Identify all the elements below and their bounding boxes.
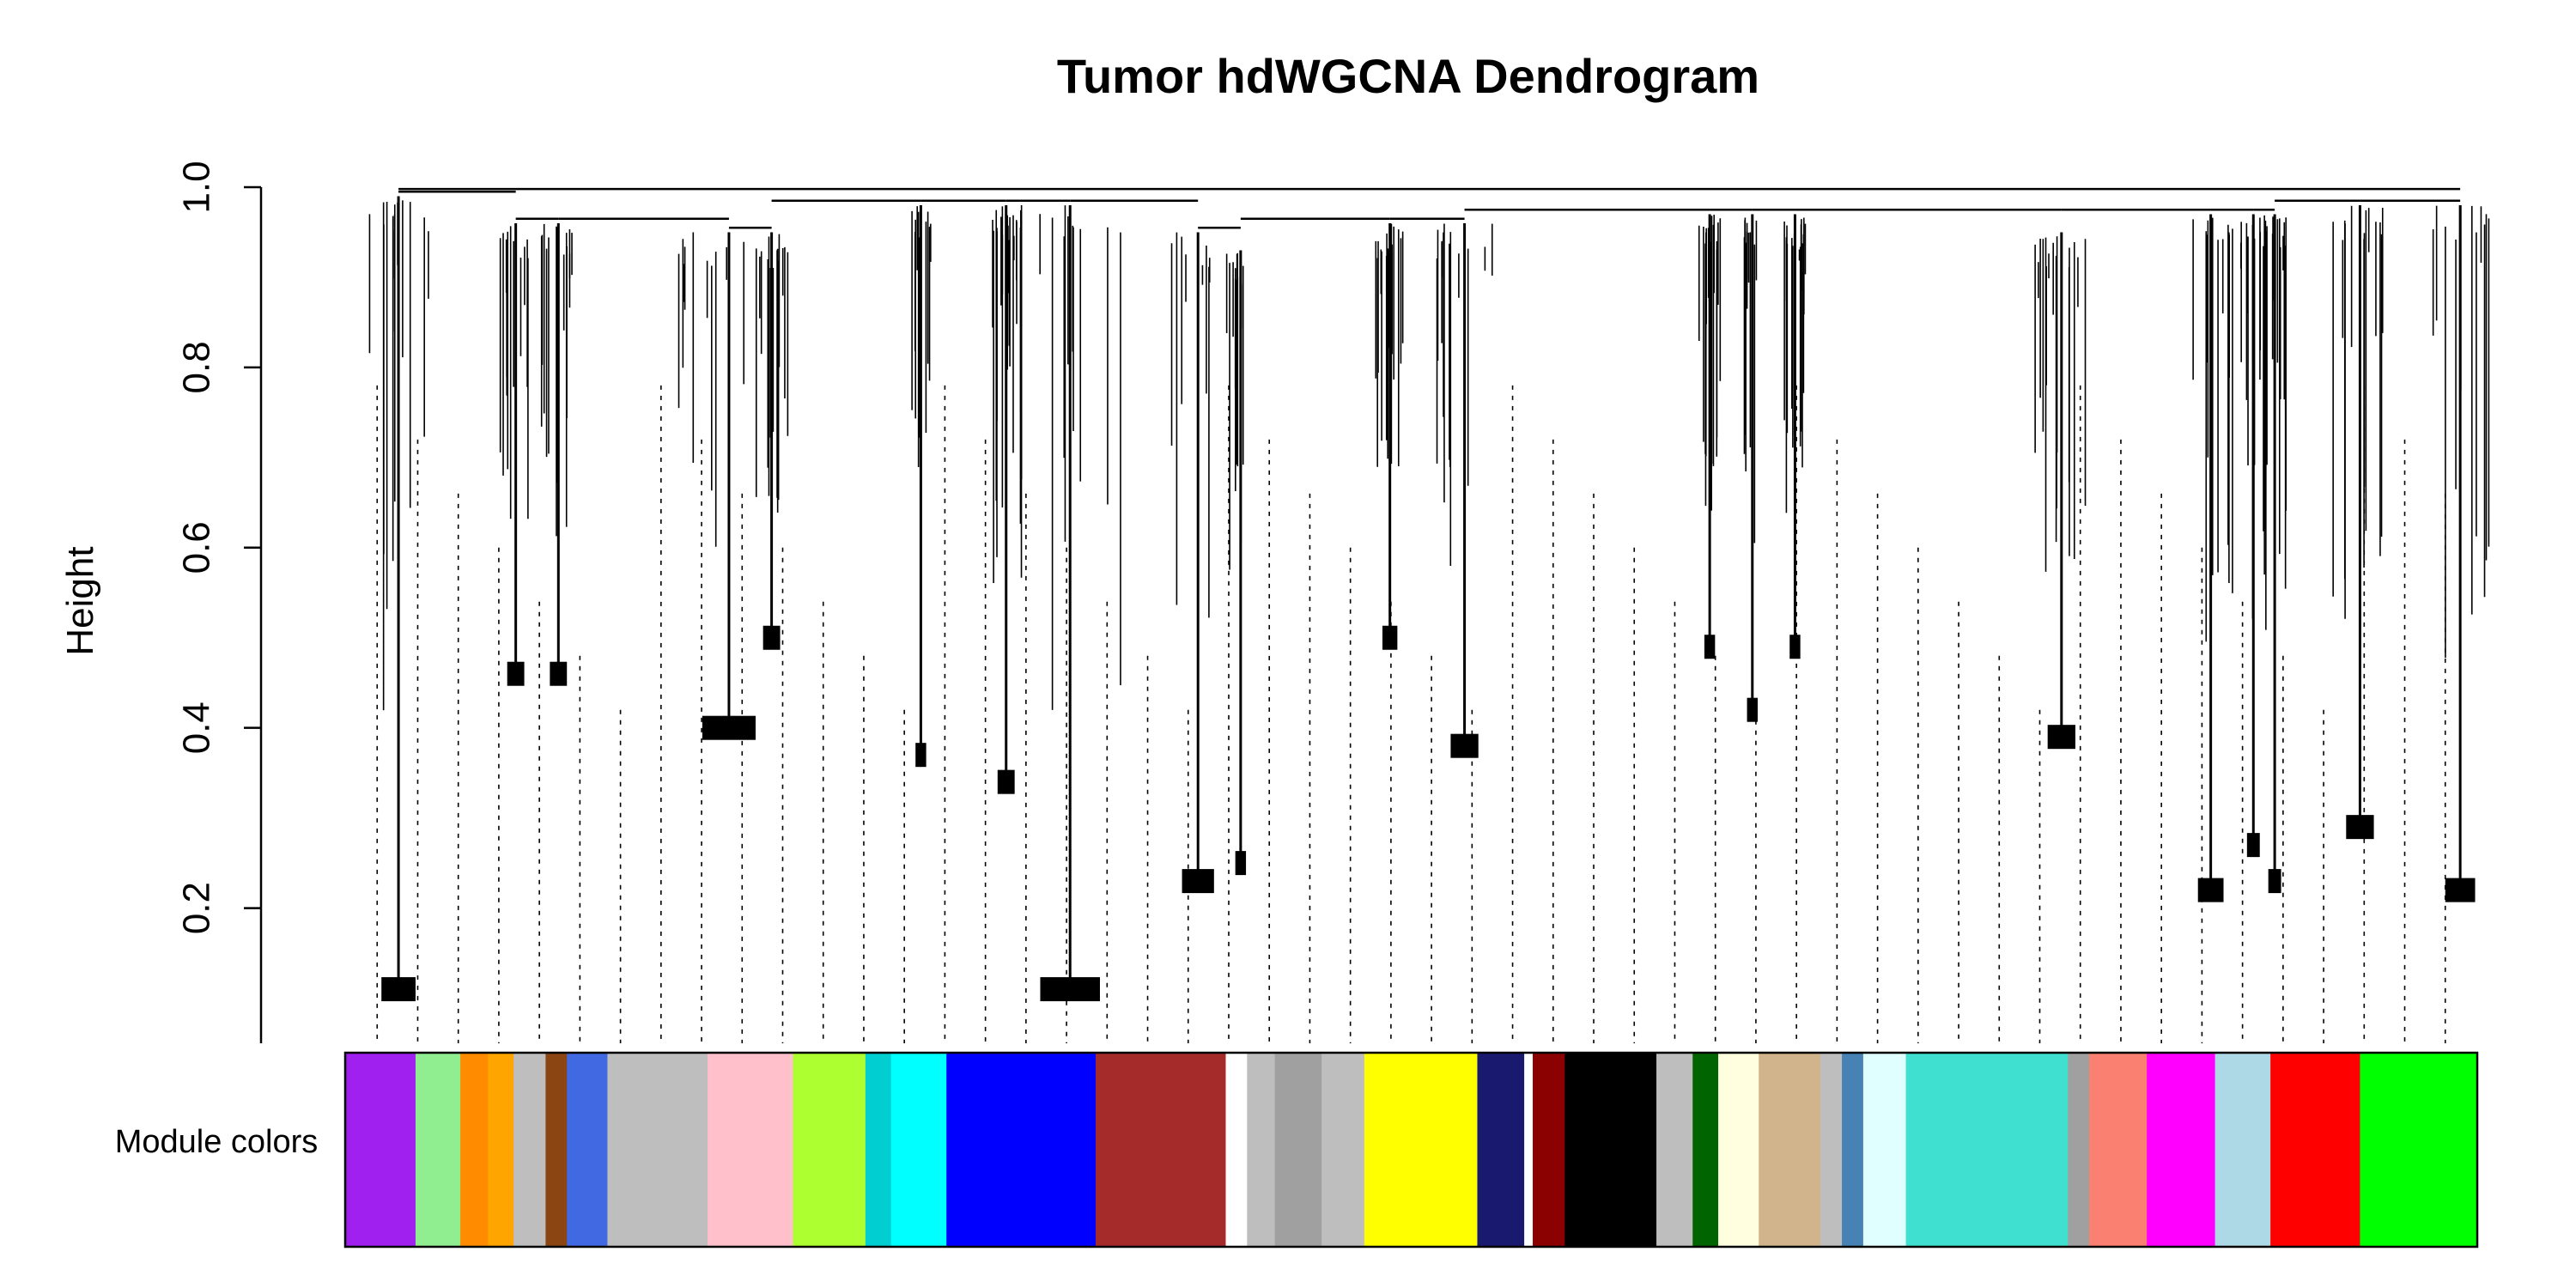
module-color-segment [567,1053,609,1247]
module-color-segment [345,1053,416,1247]
module-color-segment [2068,1053,2090,1247]
module-color-segment [1247,1053,1276,1247]
module-color-segment [1692,1053,1719,1247]
dendrogram-tree [368,187,2490,1002]
y-tick-label: 0.6 [176,521,218,574]
module-color-segment [1842,1053,1864,1247]
module-color-segment [890,1053,947,1247]
module-color-segment [1321,1053,1365,1247]
dendrogram-leaf-cluster [2246,833,2260,858]
dendrogram-leaf-cluster [507,661,525,686]
y-axis-label: Height [59,546,101,655]
module-color-segment [1096,1053,1227,1247]
dendrogram-leaf-cluster [1450,733,1479,758]
dendrogram-leaf-cluster [997,769,1015,794]
module-color-segment [2270,1053,2361,1247]
dendrogram-leaf-cluster [762,625,781,650]
module-color-segment [1656,1053,1693,1247]
y-tick-label: 0.8 [176,341,218,393]
module-color-bar-frame [343,1051,2479,1249]
module-color-segment [415,1053,461,1247]
y-tick-label: 1.0 [176,161,218,213]
module-color-segment [1225,1053,1248,1247]
dendrogram-leaf-cluster [702,715,756,740]
dendrogram-leaf-cluster [2445,878,2476,902]
module-color-segment [460,1053,489,1247]
module-color-segment [1274,1053,1322,1247]
module-color-segment [1533,1053,1565,1247]
dashed-leaf-lines [376,385,2446,1043]
dendrogram-leaf-cluster [2047,725,2075,750]
dendrogram-leaf-cluster [1235,851,1247,876]
module-color-segment [1759,1053,1821,1247]
module-color-segment [2215,1053,2271,1247]
dendrogram-leaf-cluster [2268,869,2281,894]
dendrogram-leaf-cluster [1704,635,1716,659]
module-color-segment [708,1053,794,1247]
dendrogram-leaf-cluster [915,743,927,768]
module-color-segment [946,1053,1097,1247]
dendrogram-leaf-cluster [381,977,416,1002]
dendrogram-leaf-cluster [2346,815,2374,840]
module-color-segment [2089,1053,2148,1247]
module-color-segment [1524,1053,1534,1247]
dendrogram-leaf-cluster [1747,697,1758,722]
module-colors-label: Module colors [115,1124,319,1160]
module-color-segment [793,1053,866,1247]
module-color-segment [607,1053,708,1247]
module-color-segment [1564,1053,1657,1247]
dendrogram-leaf-cluster [1382,625,1398,650]
module-color-segment [1862,1053,1907,1247]
module-color-segment [1905,1053,2069,1247]
y-axis: 0.2 0.4 0.6 0.8 1.0 [176,161,263,1043]
y-tick-label: 0.4 [176,702,218,754]
dendrogram-leaf-cluster [1040,977,1100,1002]
module-color-segment [1820,1053,1843,1247]
module-color-bar [343,1051,2479,1249]
module-color-segment [865,1053,892,1247]
module-color-segment [545,1053,568,1247]
dendrogram-leaf-cluster [550,661,568,686]
module-color-segment [513,1053,547,1247]
module-color-segment [2147,1053,2216,1247]
chart-title: Tumor hdWGCNA Dendrogram [1057,49,1759,103]
module-color-segment [488,1053,514,1247]
y-tick-label: 0.2 [176,882,218,934]
module-color-segment [2360,1053,2478,1247]
dendrogram-leaf-cluster [1789,635,1801,659]
dendrogram-leaf-cluster [1182,869,1214,894]
module-color-segment [1718,1053,1759,1247]
module-color-segment [1364,1053,1479,1247]
module-color-segment [1477,1053,1525,1247]
